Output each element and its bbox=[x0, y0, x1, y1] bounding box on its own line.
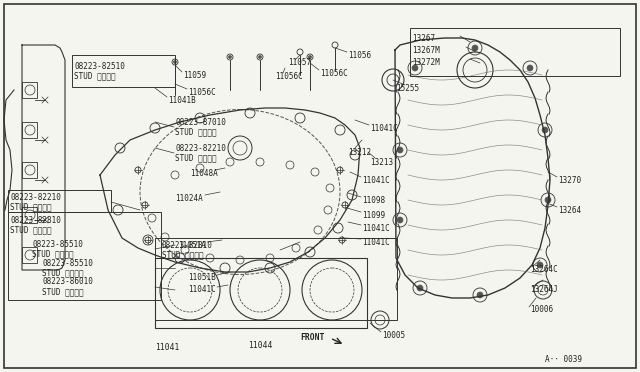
Text: 11098: 11098 bbox=[362, 196, 385, 205]
Text: 13264J: 13264J bbox=[530, 285, 557, 295]
Text: STUD スタッド: STUD スタッド bbox=[10, 202, 52, 212]
Text: 08223-87010: 08223-87010 bbox=[175, 118, 226, 126]
Text: 13272M: 13272M bbox=[412, 58, 440, 67]
Text: 13264C: 13264C bbox=[530, 266, 557, 275]
Text: 08223-82510: 08223-82510 bbox=[74, 61, 125, 71]
Text: 13267M: 13267M bbox=[412, 45, 440, 55]
Text: 11056C: 11056C bbox=[188, 87, 216, 96]
Circle shape bbox=[472, 45, 478, 51]
Bar bbox=[8, 190, 111, 212]
Text: 15255: 15255 bbox=[396, 83, 419, 93]
Circle shape bbox=[397, 147, 403, 153]
Text: 11048A: 11048A bbox=[190, 169, 218, 177]
Bar bbox=[155, 258, 367, 328]
Bar bbox=[22, 122, 37, 138]
Circle shape bbox=[412, 65, 418, 71]
Text: STUD スタッド: STUD スタッド bbox=[42, 288, 84, 296]
Circle shape bbox=[308, 55, 312, 58]
Circle shape bbox=[545, 197, 551, 203]
Text: 11041: 11041 bbox=[155, 343, 179, 353]
Circle shape bbox=[259, 55, 262, 58]
Text: 11057: 11057 bbox=[288, 58, 311, 67]
Circle shape bbox=[417, 285, 423, 291]
Text: 11041C: 11041C bbox=[362, 237, 390, 247]
Text: 13270: 13270 bbox=[558, 176, 581, 185]
Circle shape bbox=[173, 61, 177, 64]
Text: 11056C: 11056C bbox=[320, 68, 348, 77]
Text: FRONT: FRONT bbox=[300, 334, 324, 343]
Bar bbox=[8, 212, 161, 300]
Text: 08223-82210: 08223-82210 bbox=[10, 192, 61, 202]
Circle shape bbox=[477, 292, 483, 298]
Text: 11099: 11099 bbox=[362, 211, 385, 219]
Bar bbox=[22, 162, 37, 178]
Text: 10005: 10005 bbox=[382, 330, 405, 340]
Text: 13267: 13267 bbox=[412, 33, 435, 42]
Text: 11041C: 11041C bbox=[370, 124, 397, 132]
Bar bbox=[155, 238, 397, 320]
Circle shape bbox=[542, 127, 548, 133]
Circle shape bbox=[397, 217, 403, 223]
Text: 11056: 11056 bbox=[348, 51, 371, 60]
Circle shape bbox=[537, 262, 543, 268]
Bar bbox=[22, 82, 37, 98]
Bar bbox=[410, 28, 620, 76]
Bar bbox=[22, 207, 37, 223]
Text: STUD スタッド: STUD スタッド bbox=[175, 128, 216, 137]
Text: 11041C: 11041C bbox=[188, 285, 216, 295]
Text: 08223-85510: 08223-85510 bbox=[32, 240, 83, 248]
Text: 10006: 10006 bbox=[530, 305, 553, 314]
Text: 08223-82210: 08223-82210 bbox=[175, 144, 226, 153]
Text: 11056C: 11056C bbox=[275, 71, 303, 80]
Circle shape bbox=[228, 55, 232, 58]
Text: 13264: 13264 bbox=[558, 205, 581, 215]
Text: A·· 0039: A·· 0039 bbox=[545, 356, 582, 365]
Text: 11041C: 11041C bbox=[362, 176, 390, 185]
Text: 13212: 13212 bbox=[348, 148, 371, 157]
Text: 11051B: 11051B bbox=[188, 273, 216, 282]
Bar bbox=[72, 55, 175, 87]
Text: 08223-86010: 08223-86010 bbox=[42, 278, 93, 286]
Bar bbox=[22, 247, 37, 263]
Text: 11024A: 11024A bbox=[175, 193, 203, 202]
Text: 08223-85510: 08223-85510 bbox=[42, 259, 93, 267]
Circle shape bbox=[527, 65, 533, 71]
Text: 11051A: 11051A bbox=[178, 241, 205, 250]
Text: 08223-82810: 08223-82810 bbox=[10, 215, 61, 224]
Text: STUD スタッド: STUD スタッド bbox=[42, 269, 84, 278]
Text: 11041C: 11041C bbox=[362, 224, 390, 232]
Text: 11044: 11044 bbox=[248, 340, 273, 350]
Text: STUD スタッド: STUD スタッド bbox=[175, 154, 216, 163]
Text: STUD スタッド: STUD スタッド bbox=[162, 250, 204, 260]
Text: 08223-82810: 08223-82810 bbox=[162, 241, 213, 250]
Text: 11041B: 11041B bbox=[168, 96, 196, 105]
Text: 13213: 13213 bbox=[370, 157, 393, 167]
Text: STUD スタッド: STUD スタッド bbox=[10, 225, 52, 234]
Text: 11059: 11059 bbox=[183, 71, 206, 80]
Text: STUD スタッド: STUD スタッド bbox=[32, 250, 74, 259]
Text: STUD スタッド: STUD スタッド bbox=[74, 71, 116, 80]
